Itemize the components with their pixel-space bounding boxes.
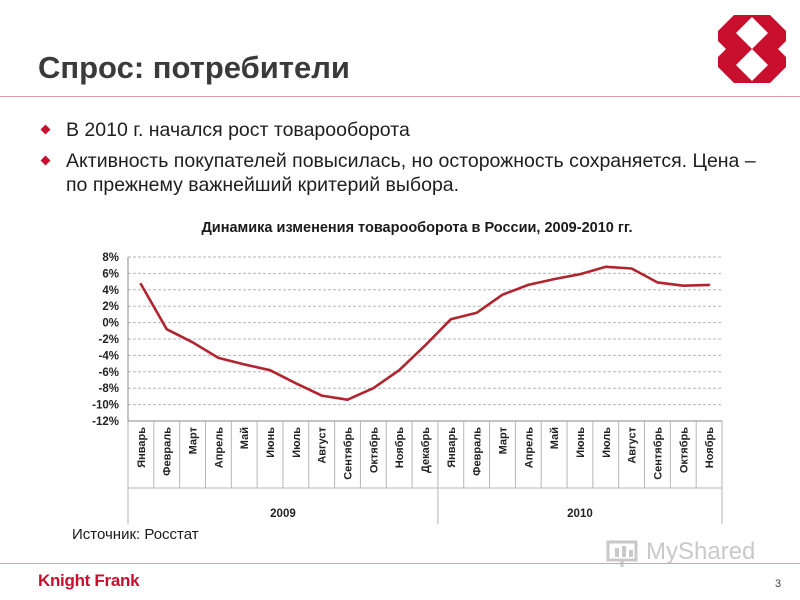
y-tick-label: -10% [92, 400, 119, 412]
x-tick-label: Июль [291, 427, 303, 458]
footer-divider [0, 563, 800, 564]
bullet-list: В 2010 г. начался рост товарооборота Акт… [40, 118, 782, 204]
x-tick-label: Июнь [575, 427, 587, 458]
chart-title: Динамика изменения товарооборота в Росси… [201, 220, 633, 236]
x-tick-label: Март [188, 426, 200, 454]
x-tick-label: Декабрь [420, 427, 432, 473]
x-tick-label: Январь [446, 427, 458, 468]
page-number: 3 [775, 578, 782, 590]
x-tick-label: Январь [136, 427, 148, 468]
x-tick-label: Февраль [162, 427, 174, 476]
source-note: Источник: Росстат [72, 526, 199, 543]
y-tick-label: -12% [92, 416, 119, 428]
y-tick-label: -8% [99, 383, 119, 395]
group-label: 2010 [567, 508, 593, 520]
y-tick-label: 4% [102, 285, 119, 297]
y-tick-label: -2% [99, 334, 119, 346]
x-tick-label: Октябрь [678, 427, 690, 473]
series-line [139, 265, 711, 402]
title-divider [0, 96, 800, 97]
x-tick-label: Август [627, 426, 639, 463]
x-tick-label: Март [497, 426, 509, 454]
x-tick-label: Ноябрь [394, 427, 406, 468]
y-tick-label: 0% [102, 318, 119, 330]
brand-wordmark: Knight Frank [38, 571, 140, 590]
knight-frank-diamond-logo-icon [718, 15, 786, 83]
watermark-text: MyShared [646, 538, 756, 565]
slide-title: Спрос: потребители [38, 50, 350, 85]
y-tick-label: 8% [102, 252, 119, 264]
bullet-item: Активность покупателей повысилась, но ос… [40, 149, 782, 197]
x-tick-label: Сентябрь [343, 427, 355, 480]
x-tick-label: Июль [601, 427, 613, 458]
y-tick-label: 6% [102, 268, 119, 280]
x-tick-label: Август [317, 426, 329, 463]
x-tick-label: Сентябрь [652, 427, 664, 480]
x-tick-label: Ноябрь [704, 427, 716, 468]
x-tick-label: Апрель [523, 427, 535, 468]
x-tick-label: Май [239, 427, 251, 449]
y-tick-label: -4% [99, 350, 119, 362]
x-tick-label: Октябрь [368, 427, 380, 473]
y-tick-label: -6% [99, 367, 119, 379]
y-tick-label: 2% [102, 301, 119, 313]
bullet-item: В 2010 г. начался рост товарооборота [40, 118, 782, 142]
group-label: 2009 [270, 508, 296, 520]
x-tick-label: Февраль [472, 427, 484, 476]
x-tick-label: Май [549, 427, 561, 449]
x-tick-label: Июнь [265, 427, 277, 458]
x-tick-label: Апрель [213, 427, 225, 468]
